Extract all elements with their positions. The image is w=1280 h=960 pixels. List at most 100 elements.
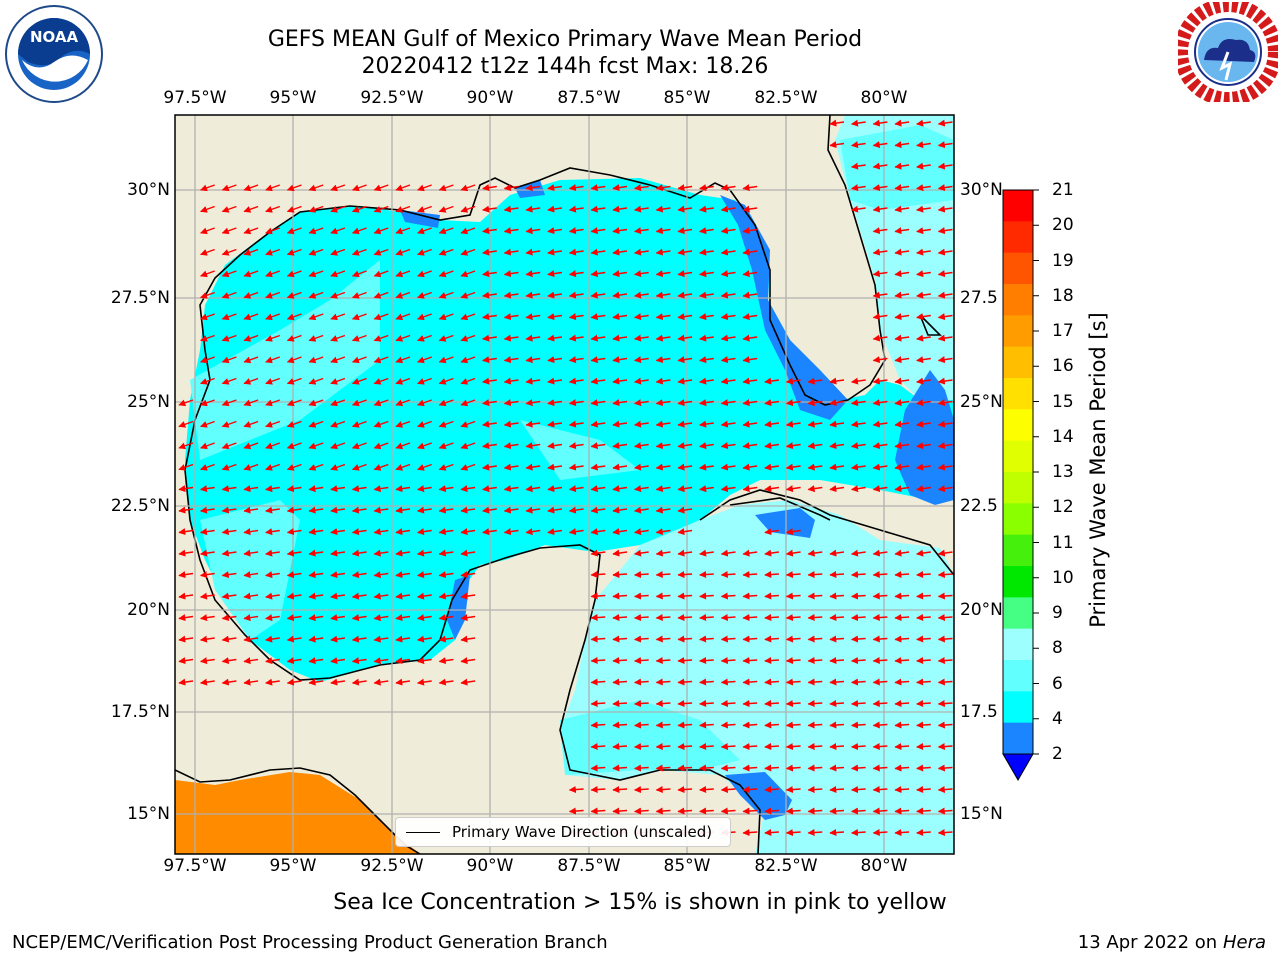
- wave-direction-arrow: [243, 291, 259, 299]
- wave-direction-arrow: [200, 635, 215, 643]
- wave-direction-arrow: [807, 700, 823, 708]
- wave-direction-arrow: [851, 463, 866, 471]
- wave-direction-arrow: [460, 657, 476, 665]
- wave-direction-arrow: [655, 528, 671, 536]
- wave-direction-arrow: [785, 743, 801, 751]
- wave-direction-arrow: [851, 700, 866, 708]
- wave-direction-arrow: [438, 442, 454, 450]
- map-frame: [174, 114, 955, 855]
- wave-direction-arrow: [894, 248, 910, 256]
- wave-direction-arrow: [937, 786, 953, 794]
- wave-direction-arrow: [764, 442, 779, 450]
- nws-logo: [1178, 2, 1278, 102]
- wave-direction-arrow: [720, 270, 736, 278]
- wave-direction-arrow: [916, 592, 931, 600]
- wave-direction-arrow: [308, 248, 324, 256]
- wave-direction-arrow: [330, 420, 346, 428]
- wave-direction-arrow: [525, 485, 541, 493]
- wave-direction-arrow: [634, 291, 649, 299]
- wave-direction-arrow: [178, 485, 194, 493]
- wave-direction-arrow: [720, 807, 736, 815]
- wave-direction-arrow: [547, 356, 562, 364]
- wave-direction-arrow: [916, 786, 931, 794]
- wave-direction-arrow: [764, 657, 779, 665]
- wave-direction-arrow: [286, 270, 302, 278]
- wave-direction-arrow: [330, 485, 345, 493]
- wave-direction-arrow: [200, 549, 215, 557]
- wave-direction-arrow: [438, 270, 454, 278]
- wave-direction-arrow: [351, 657, 367, 665]
- wave-direction-arrow: [525, 420, 541, 428]
- wave-direction-arrow: [916, 334, 931, 342]
- wave-direction-arrow: [330, 248, 346, 256]
- tick-label: 87.5°W: [557, 856, 621, 876]
- wave-direction-arrow: [547, 442, 562, 450]
- wave-direction-arrow: [699, 377, 714, 385]
- wave-direction-arrow: [417, 291, 432, 299]
- wave-direction-arrow: [395, 442, 411, 450]
- wave-direction-arrow: [243, 678, 259, 686]
- colorbar-label: Primary Wave Mean Period [s]: [1086, 312, 1110, 628]
- wave-direction-arrow: [851, 377, 866, 385]
- colorbar-underflow-extension: [1002, 753, 1034, 782]
- wave-direction-arrow: [764, 700, 779, 708]
- wave-direction-arrow: [764, 571, 779, 579]
- wave-direction-arrow: [612, 356, 628, 364]
- wave-direction-arrow: [503, 270, 519, 278]
- wave-direction-arrow: [395, 248, 411, 256]
- wave-direction-arrow: [764, 463, 779, 471]
- wave-direction-arrow: [851, 786, 866, 794]
- wave-direction-arrow: [373, 678, 389, 686]
- wave-direction-arrow: [699, 743, 714, 751]
- wave-direction-arrow: [742, 721, 758, 729]
- wave-direction-arrow: [308, 205, 324, 213]
- wave-direction-arrow: [351, 420, 367, 428]
- wave-direction-arrow: [243, 227, 259, 235]
- wave-direction-arrow: [330, 463, 346, 471]
- wave-direction-arrow: [525, 205, 541, 213]
- tick-label: 20°N: [960, 600, 1003, 620]
- tick-label: 92.5°W: [360, 88, 424, 108]
- wave-direction-arrow: [286, 657, 302, 665]
- wave-direction-arrow: [937, 420, 953, 428]
- wave-direction-arrow: [894, 463, 910, 471]
- wave-direction-arrow: [308, 334, 324, 342]
- wave-direction-arrow: [482, 313, 497, 321]
- wave-direction-arrow: [720, 657, 736, 665]
- wave-direction-arrow: [243, 614, 259, 622]
- wave-direction-arrow: [677, 549, 693, 557]
- wave-direction-arrow: [200, 334, 215, 342]
- wave-direction-arrow: [438, 248, 454, 256]
- tick-label: 80°W: [860, 856, 908, 876]
- wave-direction-arrow: [568, 356, 584, 364]
- wave-direction-arrow: [612, 764, 628, 772]
- wave-direction-arrow: [395, 635, 411, 643]
- wave-direction-arrow: [655, 334, 671, 342]
- wave-direction-arrow: [200, 313, 215, 321]
- wave-direction-arrow: [460, 463, 476, 471]
- wave-direction-arrow: [894, 377, 910, 385]
- wave-direction-arrow: [568, 506, 584, 514]
- tick-label: 17.5°N: [110, 702, 170, 722]
- wave-direction-arrow: [265, 420, 281, 428]
- wave-direction-arrow: [265, 635, 280, 643]
- wave-direction-arrow: [612, 334, 628, 342]
- wave-direction-arrow: [178, 678, 194, 686]
- wave-direction-arrow: [568, 270, 584, 278]
- wave-direction-arrow: [677, 205, 693, 213]
- wave-direction-arrow: [916, 356, 931, 364]
- colorbar-tick-label: 2: [1052, 744, 1063, 764]
- wave-direction-arrow: [308, 377, 324, 385]
- wave-direction-arrow: [590, 614, 606, 622]
- colorbar-segment: [1003, 597, 1033, 630]
- wave-direction-arrow: [634, 356, 649, 364]
- wave-direction-arrow: [503, 399, 519, 407]
- wave-direction-arrow: [395, 678, 411, 686]
- wave-direction-arrow: [699, 549, 714, 557]
- wave-direction-arrow: [373, 657, 389, 665]
- wave-direction-arrow: [178, 420, 194, 428]
- wave-direction-arrow: [851, 141, 866, 149]
- wave-direction-arrow: [590, 334, 606, 342]
- wave-direction-arrow: [265, 506, 280, 514]
- wave-direction-arrow: [438, 571, 454, 579]
